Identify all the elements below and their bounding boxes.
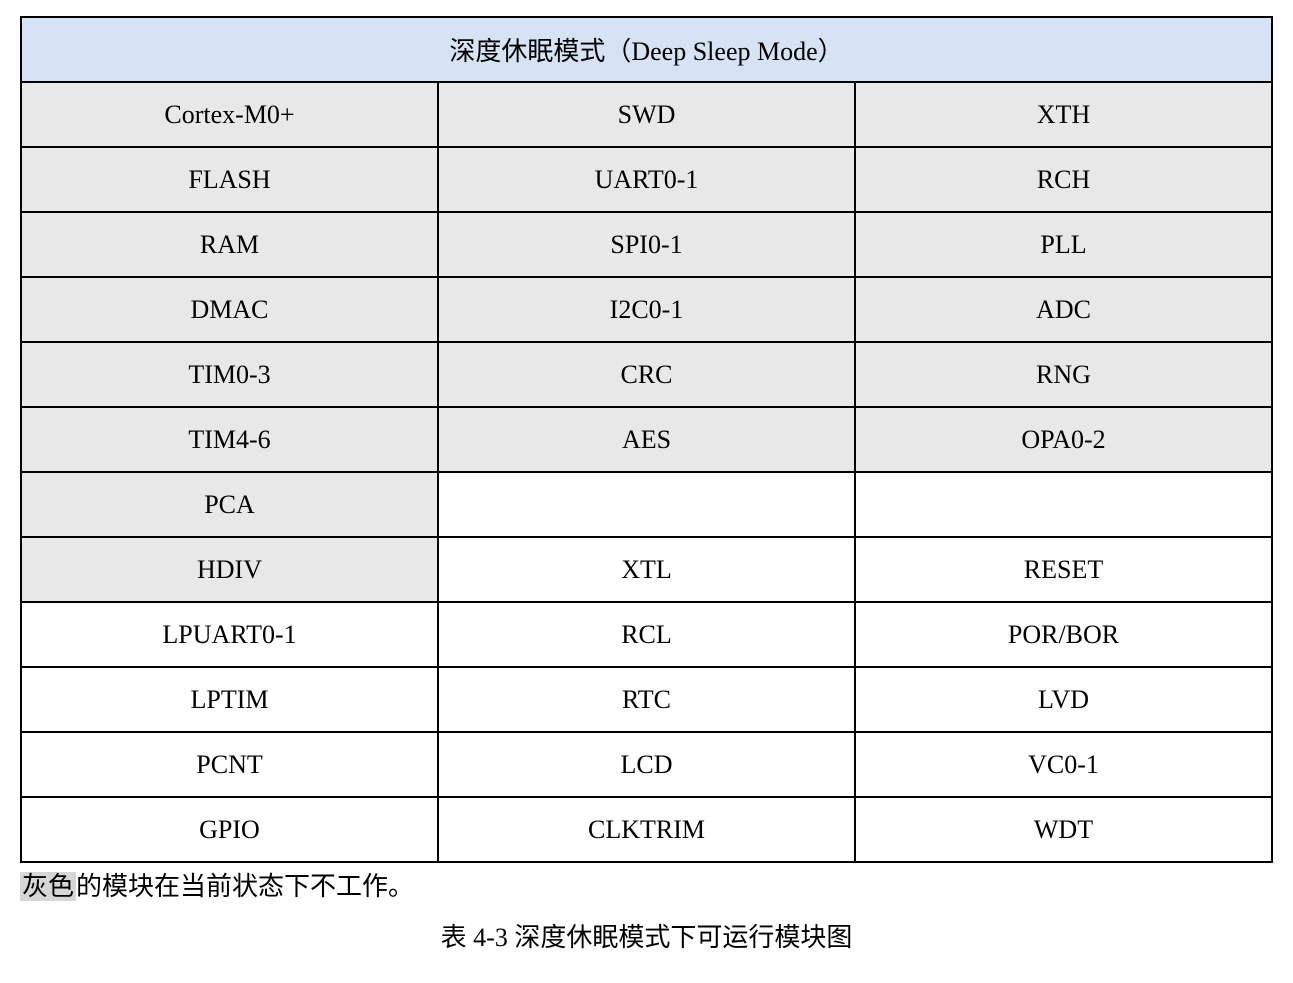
table-row: PCA [21, 472, 1272, 537]
table-row: HDIVXTLRESET [21, 537, 1272, 602]
table-cell: SWD [438, 82, 855, 147]
table-row: RAMSPI0-1PLL [21, 212, 1272, 277]
table-cell: CLKTRIM [438, 797, 855, 862]
table-cell: GPIO [21, 797, 438, 862]
table-cell: VC0-1 [855, 732, 1272, 797]
table-cell: XTL [438, 537, 855, 602]
table-cell: RCL [438, 602, 855, 667]
table-cell: LPTIM [21, 667, 438, 732]
table-cell: PCNT [21, 732, 438, 797]
table-cell: PCA [21, 472, 438, 537]
table-header: 深度休眠模式（Deep Sleep Mode） [21, 17, 1272, 82]
table-cell: PLL [855, 212, 1272, 277]
table-cell: OPA0-2 [855, 407, 1272, 472]
table-row: DMACI2C0-1ADC [21, 277, 1272, 342]
table-cell: RESET [855, 537, 1272, 602]
table-cell [438, 472, 855, 537]
table-cell: AES [438, 407, 855, 472]
table-cell: RTC [438, 667, 855, 732]
table-row: FLASHUART0-1RCH [21, 147, 1272, 212]
table-cell: WDT [855, 797, 1272, 862]
table-cell: ADC [855, 277, 1272, 342]
footnote-rest: 的模块在当前状态下不工作。 [76, 872, 414, 901]
table-cell: RNG [855, 342, 1272, 407]
table-cell: Cortex-M0+ [21, 82, 438, 147]
table-row: TIM4-6AESOPA0-2 [21, 407, 1272, 472]
table-cell: HDIV [21, 537, 438, 602]
table-cell: LVD [855, 667, 1272, 732]
table-row: Cortex-M0+SWDXTH [21, 82, 1272, 147]
table-cell: XTH [855, 82, 1272, 147]
table-cell: LPUART0-1 [21, 602, 438, 667]
table-cell: TIM4-6 [21, 407, 438, 472]
table-cell: UART0-1 [438, 147, 855, 212]
table-cell: RCH [855, 147, 1272, 212]
module-table: 深度休眠模式（Deep Sleep Mode） Cortex-M0+SWDXTH… [20, 16, 1273, 863]
table-body: Cortex-M0+SWDXTHFLASHUART0-1RCHRAMSPI0-1… [21, 82, 1272, 862]
table-cell: POR/BOR [855, 602, 1272, 667]
table-cell: LCD [438, 732, 855, 797]
table-cell: FLASH [21, 147, 438, 212]
table-row: TIM0-3CRCRNG [21, 342, 1272, 407]
table-cell: DMAC [21, 277, 438, 342]
footnote-highlight: 灰色 [20, 872, 76, 901]
table-cell: I2C0-1 [438, 277, 855, 342]
table-row: LPTIMRTCLVD [21, 667, 1272, 732]
table-cell: CRC [438, 342, 855, 407]
table-cell [855, 472, 1272, 537]
table-row: LPUART0-1RCLPOR/BOR [21, 602, 1272, 667]
table-cell: TIM0-3 [21, 342, 438, 407]
footnote: 灰色的模块在当前状态下不工作。 [20, 869, 1273, 905]
table-row: PCNTLCDVC0-1 [21, 732, 1272, 797]
table-caption: 表 4-3 深度休眠模式下可运行模块图 [20, 917, 1273, 954]
table-row: GPIOCLKTRIMWDT [21, 797, 1272, 862]
table-cell: RAM [21, 212, 438, 277]
table-cell: SPI0-1 [438, 212, 855, 277]
